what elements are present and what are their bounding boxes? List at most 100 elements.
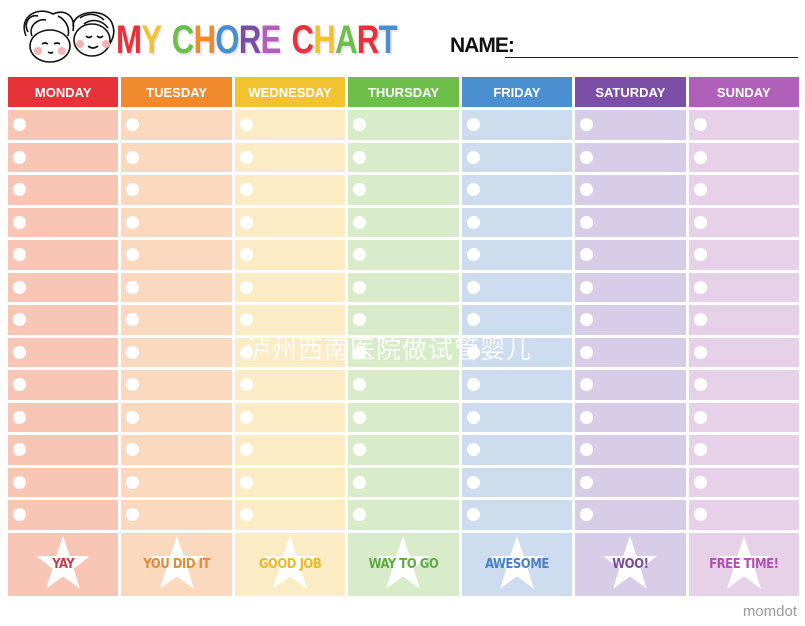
chore-cell[interactable] [234, 142, 346, 172]
chore-cell[interactable] [575, 370, 686, 400]
chore-cell[interactable] [234, 240, 346, 270]
checkbox-circle[interactable] [466, 345, 480, 359]
checkbox-circle[interactable] [693, 345, 707, 359]
chore-cell[interactable] [234, 435, 346, 465]
chore-cell[interactable] [348, 402, 459, 432]
chore-cell[interactable] [575, 142, 686, 172]
chore-cell[interactable] [688, 305, 799, 335]
checkbox-circle[interactable] [466, 313, 480, 326]
checkbox-circle[interactable] [13, 183, 26, 196]
checkbox-circle[interactable] [466, 280, 480, 294]
checkbox-circle[interactable] [13, 215, 26, 229]
chore-cell[interactable] [8, 500, 119, 530]
checkbox-circle[interactable] [126, 410, 140, 424]
chore-cell[interactable] [8, 272, 119, 302]
chore-cell[interactable] [461, 175, 573, 205]
chore-cell[interactable] [348, 370, 459, 400]
chore-cell[interactable] [8, 435, 119, 465]
chore-cell[interactable] [348, 435, 459, 465]
checkbox-circle[interactable] [239, 443, 253, 456]
checkbox-circle[interactable] [353, 508, 367, 521]
chore-cell[interactable] [461, 370, 573, 400]
chore-cell[interactable] [234, 305, 346, 335]
checkbox-circle[interactable] [126, 118, 140, 131]
chore-cell[interactable] [8, 467, 119, 497]
chore-cell[interactable] [121, 240, 232, 270]
chore-cell[interactable] [688, 142, 799, 172]
checkbox-circle[interactable] [353, 443, 367, 456]
checkbox-circle[interactable] [580, 150, 594, 164]
checkbox-circle[interactable] [13, 248, 26, 261]
chore-cell[interactable] [8, 402, 119, 432]
checkbox-circle[interactable] [13, 313, 26, 326]
chore-cell[interactable] [121, 370, 232, 400]
chore-cell[interactable] [348, 207, 459, 237]
chore-cell[interactable] [348, 175, 459, 205]
chore-cell[interactable] [688, 500, 799, 530]
checkbox-circle[interactable] [353, 313, 367, 326]
checkbox-circle[interactable] [466, 215, 480, 229]
chore-cell[interactable] [348, 272, 459, 302]
checkbox-circle[interactable] [239, 118, 253, 131]
checkbox-circle[interactable] [239, 280, 253, 294]
checkbox-circle[interactable] [353, 410, 367, 424]
chore-cell[interactable] [234, 370, 346, 400]
chore-cell[interactable] [688, 110, 799, 140]
chore-cell[interactable] [348, 110, 459, 140]
checkbox-circle[interactable] [239, 150, 253, 164]
checkbox-circle[interactable] [693, 475, 707, 489]
checkbox-circle[interactable] [353, 475, 367, 489]
checkbox-circle[interactable] [693, 508, 707, 521]
chore-cell[interactable] [575, 240, 686, 270]
checkbox-circle[interactable] [13, 443, 26, 456]
chore-cell[interactable] [688, 337, 799, 367]
checkbox-circle[interactable] [353, 345, 367, 359]
chore-cell[interactable] [234, 467, 346, 497]
chore-cell[interactable] [575, 467, 686, 497]
checkbox-circle[interactable] [693, 410, 707, 424]
checkbox-circle[interactable] [693, 150, 707, 164]
checkbox-circle[interactable] [13, 118, 26, 131]
checkbox-circle[interactable] [13, 410, 26, 424]
checkbox-circle[interactable] [466, 150, 480, 164]
checkbox-circle[interactable] [580, 475, 594, 489]
chore-cell[interactable] [348, 500, 459, 530]
checkbox-circle[interactable] [126, 248, 140, 261]
checkbox-circle[interactable] [126, 475, 140, 489]
checkbox-circle[interactable] [239, 508, 253, 521]
checkbox-circle[interactable] [239, 248, 253, 261]
chore-cell[interactable] [8, 207, 119, 237]
chore-cell[interactable] [121, 402, 232, 432]
chore-cell[interactable] [461, 240, 573, 270]
chore-cell[interactable] [461, 337, 573, 367]
chore-cell[interactable] [461, 272, 573, 302]
checkbox-circle[interactable] [353, 215, 367, 229]
chore-cell[interactable] [121, 110, 232, 140]
checkbox-circle[interactable] [126, 508, 140, 521]
chore-cell[interactable] [461, 500, 573, 530]
chore-cell[interactable] [575, 207, 686, 237]
chore-cell[interactable] [688, 435, 799, 465]
chore-cell[interactable] [575, 337, 686, 367]
chore-cell[interactable] [8, 240, 119, 270]
chore-cell[interactable] [121, 435, 232, 465]
chore-cell[interactable] [121, 272, 232, 302]
chore-cell[interactable] [121, 207, 232, 237]
checkbox-circle[interactable] [13, 345, 26, 359]
chore-cell[interactable] [121, 142, 232, 172]
checkbox-circle[interactable] [466, 378, 480, 391]
checkbox-circle[interactable] [126, 150, 140, 164]
checkbox-circle[interactable] [239, 345, 253, 359]
checkbox-circle[interactable] [126, 378, 140, 391]
chore-cell[interactable] [8, 370, 119, 400]
checkbox-circle[interactable] [580, 313, 594, 326]
checkbox-circle[interactable] [580, 345, 594, 359]
checkbox-circle[interactable] [13, 280, 26, 294]
chore-cell[interactable] [8, 142, 119, 172]
chore-cell[interactable] [461, 402, 573, 432]
chore-cell[interactable] [688, 272, 799, 302]
chore-cell[interactable] [575, 305, 686, 335]
checkbox-circle[interactable] [126, 345, 140, 359]
checkbox-circle[interactable] [693, 248, 707, 261]
chore-cell[interactable] [575, 435, 686, 465]
